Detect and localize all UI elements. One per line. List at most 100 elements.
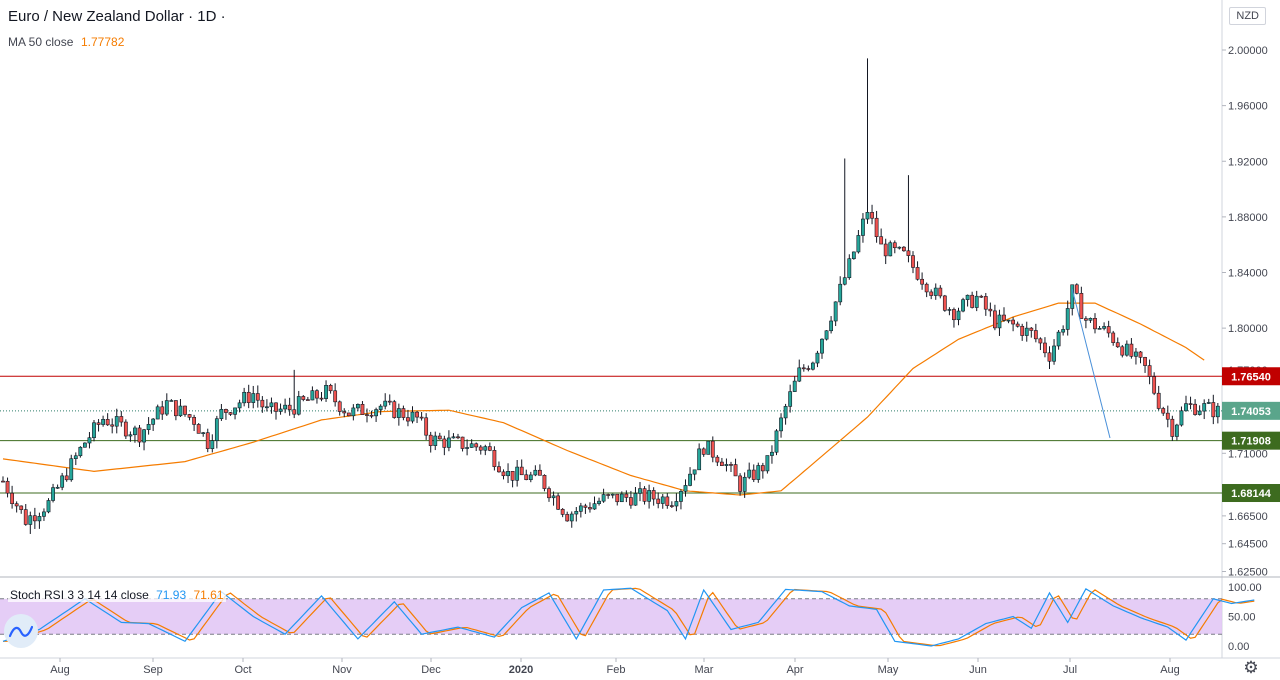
candle-body bbox=[701, 448, 706, 455]
candle-body bbox=[128, 434, 133, 437]
time-tick-label: Apr bbox=[786, 664, 803, 676]
candle-body bbox=[410, 411, 415, 422]
candle-body bbox=[183, 405, 187, 415]
candle-body bbox=[1097, 328, 1102, 330]
price-tick-label: 1.66500 bbox=[1228, 511, 1268, 523]
symbol-title: Euro / New Zealand Dollar · 1D · bbox=[8, 8, 226, 25]
candle-body bbox=[28, 515, 33, 525]
candle-body bbox=[583, 505, 588, 508]
currency-badge[interactable]: NZD bbox=[1229, 7, 1266, 25]
candle-body bbox=[1184, 403, 1188, 412]
candle-body bbox=[829, 320, 834, 332]
candle-body bbox=[355, 403, 360, 409]
time-tick-label: Sep bbox=[143, 664, 163, 676]
candle-body bbox=[692, 469, 697, 475]
candle-body bbox=[606, 494, 611, 496]
price-tick-label: 1.71000 bbox=[1228, 448, 1268, 460]
candle-body bbox=[360, 403, 365, 415]
time-axis[interactable]: Aug Sep Oct Nov Dec 2020 Feb Mar Apr May Jun Jul Aug bbox=[50, 658, 1180, 676]
candlestick-series[interactable] bbox=[1, 58, 1220, 534]
price-tick-label: 1.88000 bbox=[1228, 212, 1268, 224]
tradingview-logo-icon[interactable] bbox=[4, 614, 38, 648]
stoch-rsi-k-value: 71.93 bbox=[156, 588, 187, 602]
price-tick-label: 1.96000 bbox=[1228, 101, 1268, 113]
candle-body bbox=[901, 246, 906, 252]
time-tick-label: Oct bbox=[234, 664, 251, 676]
candle-body bbox=[601, 494, 606, 502]
candle-body bbox=[597, 500, 601, 504]
candle-body bbox=[446, 437, 451, 448]
gear-icon[interactable]: ⚙ bbox=[1243, 658, 1259, 677]
candle-body bbox=[1006, 319, 1011, 322]
stoch-rsi-lines[interactable] bbox=[2, 587, 1255, 647]
candle-body bbox=[278, 408, 283, 412]
candle-body bbox=[51, 487, 55, 501]
candle-body bbox=[1093, 317, 1097, 330]
candle-body bbox=[578, 505, 583, 512]
candle-body bbox=[1175, 424, 1179, 437]
candle-body bbox=[1152, 376, 1157, 394]
candle-body bbox=[851, 251, 856, 260]
candle-body bbox=[706, 440, 711, 455]
candle-body bbox=[260, 399, 265, 408]
candle-body bbox=[888, 242, 893, 257]
candle-body bbox=[1024, 327, 1029, 336]
candle-body bbox=[779, 417, 783, 432]
current-price-tag bbox=[1222, 401, 1280, 420]
candle-body bbox=[369, 414, 374, 417]
candle-body bbox=[879, 236, 884, 245]
candle-body bbox=[160, 406, 165, 415]
level-tag bbox=[1222, 431, 1280, 450]
candle-body bbox=[142, 429, 146, 443]
stoch-rsi-legend[interactable]: Stoch RSI 3 3 14 14 close 71.93 71.61 bbox=[8, 588, 226, 602]
candle-body bbox=[615, 493, 620, 503]
candle-body bbox=[1002, 314, 1006, 321]
candle-body bbox=[351, 407, 356, 417]
candle-body bbox=[374, 409, 379, 417]
candle-body bbox=[920, 278, 925, 285]
level-tag-label: 1.68144 bbox=[1231, 488, 1272, 500]
candle-body bbox=[751, 469, 756, 480]
wave-icon bbox=[9, 625, 33, 638]
candle-body bbox=[992, 310, 997, 329]
candle-body bbox=[770, 451, 774, 456]
candle-body bbox=[123, 421, 128, 437]
candle-body bbox=[415, 411, 419, 418]
candle-body bbox=[952, 309, 956, 321]
candle-body bbox=[569, 513, 574, 522]
candle-body bbox=[174, 400, 178, 417]
candle-body bbox=[1056, 331, 1061, 347]
trendline[interactable] bbox=[1071, 289, 1111, 439]
candle-body bbox=[938, 287, 943, 297]
candle-body bbox=[242, 391, 247, 404]
candle-body bbox=[638, 488, 642, 494]
time-tick-label: Jun bbox=[969, 664, 987, 676]
candle-body bbox=[619, 493, 624, 503]
candle-body bbox=[865, 212, 870, 220]
symbol-legend[interactable]: Euro / New Zealand Dollar · 1D · bbox=[8, 8, 226, 25]
candle-body bbox=[1, 480, 5, 483]
candle-body bbox=[365, 414, 369, 416]
ma-legend[interactable]: MA 50 close 1.77782 bbox=[8, 34, 124, 49]
candle-body bbox=[719, 461, 724, 466]
candle-body bbox=[1156, 392, 1161, 409]
candle-body bbox=[110, 424, 115, 427]
candle-body bbox=[506, 471, 510, 477]
candle-body bbox=[196, 424, 201, 434]
candle-body bbox=[456, 436, 460, 439]
candle-body bbox=[924, 283, 929, 293]
candle-body bbox=[710, 440, 715, 458]
stoch-k-line bbox=[2, 587, 1255, 647]
candle-body bbox=[961, 299, 965, 312]
candle-body bbox=[974, 295, 979, 308]
candle-body bbox=[78, 446, 83, 457]
candle-body bbox=[633, 493, 638, 506]
candle-body bbox=[433, 435, 438, 446]
candle-body bbox=[1120, 346, 1125, 356]
horizontal-levels[interactable] bbox=[0, 375, 1222, 494]
candle-body bbox=[1020, 325, 1025, 336]
candle-body bbox=[55, 486, 60, 489]
candle-body bbox=[1170, 418, 1175, 437]
candle-body bbox=[274, 402, 278, 412]
